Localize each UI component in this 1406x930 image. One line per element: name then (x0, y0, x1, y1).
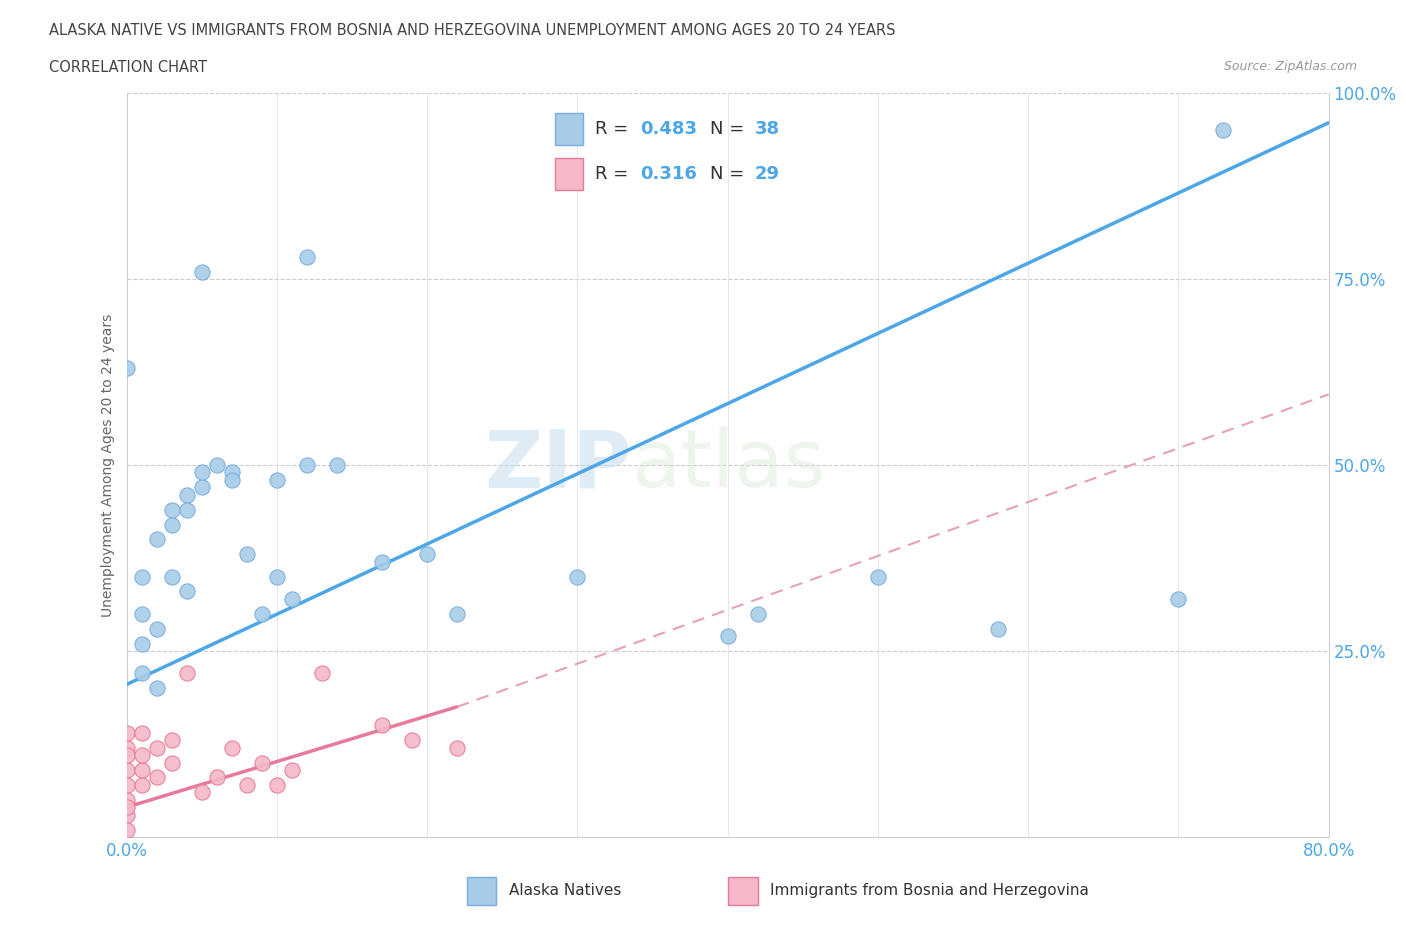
Point (115, 763, 138, 777)
Point (131, 569, 153, 584)
Point (115, 748, 138, 763)
Point (371, 718, 394, 733)
Text: CORRELATION CHART: CORRELATION CHART (49, 60, 207, 75)
Bar (555, 158, 583, 190)
Point (115, 725, 138, 740)
Point (115, 777, 138, 792)
Point (567, 569, 589, 584)
Text: R =: R = (595, 165, 634, 183)
Text: R =: R = (595, 120, 634, 138)
Point (446, 740, 468, 755)
Point (266, 472, 288, 487)
Point (115, 361, 138, 376)
Point (987, 621, 1010, 636)
Point (145, 770, 167, 785)
Text: 29: 29 (755, 165, 780, 183)
Point (131, 777, 153, 792)
Point (311, 666, 333, 681)
Point (371, 554, 394, 569)
Point (266, 569, 288, 584)
Text: atlas: atlas (631, 426, 825, 504)
Text: 0.316: 0.316 (640, 165, 696, 183)
Point (160, 569, 183, 584)
Point (295, 249, 318, 264)
Point (145, 532, 167, 547)
Point (131, 748, 153, 763)
Text: ZIP: ZIP (484, 426, 631, 504)
Point (176, 487, 198, 502)
Point (115, 740, 138, 755)
Text: 0.483: 0.483 (640, 120, 697, 138)
Point (160, 517, 183, 532)
Point (145, 681, 167, 696)
Y-axis label: Unemployment Among Ages 20 to 24 years: Unemployment Among Ages 20 to 24 years (101, 313, 115, 617)
Point (160, 733, 183, 748)
Text: Source: ZipAtlas.com: Source: ZipAtlas.com (1223, 60, 1357, 73)
Point (190, 785, 212, 800)
Text: 38: 38 (755, 120, 780, 138)
Point (250, 755, 273, 770)
Point (281, 763, 304, 777)
Point (190, 465, 212, 480)
Point (115, 822, 138, 837)
Point (131, 606, 153, 621)
Point (205, 770, 228, 785)
Point (281, 591, 304, 606)
Point (160, 502, 183, 517)
Point (1167, 591, 1189, 606)
Point (115, 792, 138, 807)
Point (250, 606, 273, 621)
Point (446, 606, 468, 621)
Text: N =: N = (710, 165, 749, 183)
Bar (728, 877, 758, 905)
Text: N =: N = (710, 120, 749, 138)
Point (716, 629, 740, 644)
Point (266, 777, 288, 792)
Point (747, 606, 769, 621)
Point (115, 807, 138, 822)
Bar (467, 877, 496, 905)
Point (160, 755, 183, 770)
Point (295, 458, 318, 472)
Point (131, 763, 153, 777)
Point (326, 458, 349, 472)
Point (235, 547, 259, 562)
Point (221, 472, 243, 487)
Point (131, 636, 153, 651)
Point (221, 465, 243, 480)
Point (190, 480, 212, 495)
Point (176, 666, 198, 681)
Point (235, 777, 259, 792)
Text: Alaska Natives: Alaska Natives (509, 883, 621, 898)
Point (115, 800, 138, 815)
Point (205, 458, 228, 472)
Point (176, 502, 198, 517)
Point (145, 621, 167, 636)
Text: ALASKA NATIVE VS IMMIGRANTS FROM BOSNIA AND HERZEGOVINA UNEMPLOYMENT AMONG AGES : ALASKA NATIVE VS IMMIGRANTS FROM BOSNIA … (49, 23, 896, 38)
Point (131, 666, 153, 681)
Point (866, 569, 889, 584)
Point (1212, 123, 1234, 138)
Point (221, 740, 243, 755)
Bar (555, 113, 583, 145)
Point (401, 733, 423, 748)
Point (131, 725, 153, 740)
Point (176, 584, 198, 599)
Point (190, 264, 212, 279)
Point (145, 740, 167, 755)
Text: Immigrants from Bosnia and Herzegovina: Immigrants from Bosnia and Herzegovina (770, 883, 1090, 898)
Point (416, 547, 439, 562)
